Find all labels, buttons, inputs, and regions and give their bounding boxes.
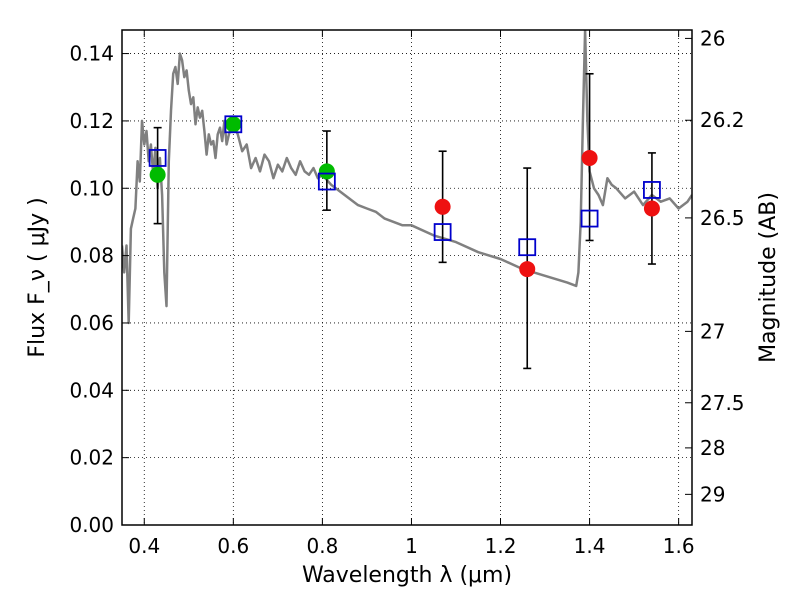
observed-point <box>519 261 536 278</box>
model-point <box>317 172 336 191</box>
x-tick-label: 1.4 <box>574 534 606 558</box>
y-tick-label: 0.06 <box>69 311 114 335</box>
y-tick-label: 0.14 <box>69 42 114 66</box>
observed-point <box>318 163 335 180</box>
x-tick-label: 1.6 <box>663 534 695 558</box>
observed-point <box>643 200 660 217</box>
observed-point <box>581 149 598 166</box>
model-spectrum-line <box>122 30 692 325</box>
observed-point <box>149 166 166 183</box>
right-tick-label: 28 <box>700 436 725 460</box>
x-axis-label: Wavelength λ (μm) <box>302 563 512 588</box>
plot-frame <box>121 29 693 526</box>
right-tick-label: 27.5 <box>700 391 745 415</box>
observed-point <box>434 198 451 215</box>
y-tick-label: 0.12 <box>69 109 114 133</box>
x-tick-label: 0.8 <box>306 534 338 558</box>
y-tick-label: 0.08 <box>69 244 114 268</box>
data-points-layer <box>148 115 661 278</box>
model-point <box>580 209 599 228</box>
y-axis-left-ticks: 0.00 0.02 0.04 0.06 0.08 0.10 0.12 0.14 <box>69 42 129 537</box>
x-tick-label: 1 <box>405 534 418 558</box>
y-tick-label: 0.04 <box>69 378 114 402</box>
y-axis-left-label: Flux F_ν ( μJy ) <box>25 197 50 357</box>
x-tick-label: 1.2 <box>485 534 517 558</box>
model-point <box>518 238 537 257</box>
right-tick-label: 29 <box>700 482 725 506</box>
x-axis-ticks: 0.4 0.6 0.8 1 1.2 1.4 1.6 <box>128 30 695 558</box>
grid <box>122 30 692 526</box>
y-tick-label: 0.02 <box>69 446 114 470</box>
right-tick-label: 27 <box>700 319 725 343</box>
model-spectrum-layer <box>122 30 692 325</box>
right-tick-label: 26.2 <box>700 108 745 132</box>
model-point <box>433 223 452 241</box>
right-tick-label: 26 <box>700 26 725 50</box>
y-axis-right-label: Magnitude (AB) <box>756 192 781 363</box>
model-point <box>148 149 167 167</box>
model-point <box>224 115 243 134</box>
y-tick-label: 0.10 <box>69 176 114 200</box>
x-tick-label: 0.6 <box>217 534 249 558</box>
right-tick-label: 26.5 <box>700 206 745 230</box>
model-point <box>643 181 661 199</box>
x-tick-label: 0.4 <box>128 534 160 558</box>
observed-point <box>225 116 242 133</box>
y-tick-label: 0.00 <box>69 513 114 537</box>
y-axis-right-ticks: 26 26.2 26.5 27 27.5 28 29 <box>685 26 745 506</box>
